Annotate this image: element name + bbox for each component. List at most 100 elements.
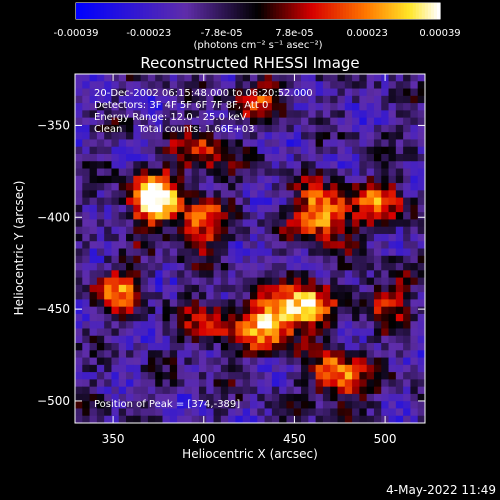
heatmap-cell bbox=[294, 161, 302, 169]
heatmap-cell bbox=[126, 328, 134, 336]
heatmap-cell bbox=[316, 379, 324, 387]
heatmap-cell bbox=[90, 249, 98, 257]
heatmap-cell bbox=[90, 372, 98, 380]
heatmap-cell bbox=[206, 292, 214, 300]
heatmap-cell bbox=[381, 219, 389, 227]
heatmap-cell bbox=[352, 89, 360, 97]
heatmap-cell bbox=[367, 241, 375, 249]
heatmap-cell bbox=[374, 205, 382, 213]
heatmap-cell bbox=[75, 343, 83, 351]
heatmap-cell bbox=[184, 74, 192, 82]
heatmap-cell bbox=[97, 292, 105, 300]
heatmap-cell bbox=[97, 299, 105, 307]
heatmap-cell bbox=[75, 219, 83, 227]
heatmap-cell bbox=[265, 387, 273, 395]
heatmap-cell bbox=[163, 263, 171, 271]
heatmap-cell bbox=[235, 241, 243, 249]
heatmap-cell bbox=[184, 307, 192, 315]
heatmap-cell bbox=[228, 379, 236, 387]
heatmap-cell bbox=[286, 307, 294, 315]
heatmap-cell bbox=[82, 89, 90, 97]
heatmap-cell bbox=[82, 336, 90, 344]
heatmap-cell bbox=[155, 365, 163, 373]
heatmap-cell bbox=[155, 387, 163, 395]
heatmap-cell bbox=[396, 292, 404, 300]
heatmap-cell bbox=[192, 285, 200, 293]
heatmap-cell bbox=[221, 161, 229, 169]
heatmap-cell bbox=[345, 321, 353, 329]
heatmap-cell bbox=[133, 154, 141, 162]
heatmap-cell bbox=[338, 321, 346, 329]
heatmap-cell bbox=[374, 314, 382, 322]
heatmap-cell bbox=[338, 263, 346, 271]
heatmap-cell bbox=[111, 234, 119, 242]
heatmap-cell bbox=[90, 161, 98, 169]
heatmap-cell bbox=[374, 74, 382, 82]
heatmap-cell bbox=[286, 270, 294, 278]
heatmap-cell bbox=[104, 263, 112, 271]
heatmap-cell bbox=[352, 183, 360, 191]
heatmap-cell bbox=[104, 358, 112, 366]
heatmap-cell bbox=[403, 350, 411, 358]
heatmap-cell bbox=[345, 358, 353, 366]
heatmap-cell bbox=[410, 307, 418, 315]
heatmap-cell bbox=[410, 379, 418, 387]
heatmap-cell bbox=[206, 328, 214, 336]
heatmap-cell bbox=[155, 205, 163, 213]
heatmap-cell bbox=[141, 256, 149, 264]
heatmap-cell bbox=[403, 125, 411, 133]
heatmap-cell bbox=[389, 328, 397, 336]
heatmap-cell bbox=[141, 416, 149, 424]
heatmap-cell bbox=[330, 234, 338, 242]
heatmap-cell bbox=[418, 249, 426, 257]
heatmap-cell bbox=[359, 205, 367, 213]
heatmap-cell bbox=[184, 321, 192, 329]
heatmap-cell bbox=[243, 241, 251, 249]
heatmap-cell bbox=[418, 401, 426, 409]
heatmap-cell bbox=[155, 234, 163, 242]
heatmap-cell bbox=[206, 139, 214, 147]
heatmap-cell bbox=[338, 176, 346, 184]
heatmap-cell bbox=[133, 379, 141, 387]
heatmap-cell bbox=[272, 183, 280, 191]
heatmap-cell bbox=[389, 358, 397, 366]
heatmap-cell bbox=[418, 336, 426, 344]
heatmap-cell bbox=[294, 139, 302, 147]
heatmap-cell bbox=[279, 234, 287, 242]
heatmap-cell bbox=[111, 350, 119, 358]
heatmap-cell bbox=[148, 249, 156, 257]
heatmap-cell bbox=[338, 212, 346, 220]
heatmap-cell bbox=[338, 241, 346, 249]
heatmap-cell bbox=[294, 241, 302, 249]
heatmap-cell bbox=[345, 285, 353, 293]
heatmap-cell bbox=[286, 176, 294, 184]
heatmap-cell bbox=[403, 307, 411, 315]
heatmap-cell bbox=[323, 263, 331, 271]
heatmap-cell bbox=[381, 169, 389, 177]
heatmap-cell bbox=[403, 394, 411, 402]
heatmap-cell bbox=[228, 154, 236, 162]
heatmap-cell bbox=[177, 234, 185, 242]
heatmap-cell bbox=[228, 263, 236, 271]
heatmap-cell bbox=[418, 183, 426, 191]
heatmap-cell bbox=[352, 198, 360, 206]
heatmap-cell bbox=[403, 263, 411, 271]
heatmap-cell bbox=[206, 365, 214, 373]
heatmap-cell bbox=[301, 241, 309, 249]
heatmap-cell bbox=[192, 270, 200, 278]
heatmap-cell bbox=[272, 147, 280, 155]
heatmap-cell bbox=[250, 198, 258, 206]
heatmap-cell bbox=[243, 358, 251, 366]
heatmap-cell bbox=[381, 408, 389, 416]
heatmap-cell bbox=[403, 336, 411, 344]
heatmap-cell bbox=[316, 249, 324, 257]
heatmap-cell bbox=[97, 350, 105, 358]
heatmap-cell bbox=[374, 379, 382, 387]
heatmap-cell bbox=[184, 205, 192, 213]
heatmap-cell bbox=[126, 154, 134, 162]
heatmap-cell bbox=[257, 336, 265, 344]
heatmap-cell bbox=[177, 321, 185, 329]
heatmap-cell bbox=[82, 205, 90, 213]
heatmap-cell bbox=[410, 387, 418, 395]
heatmap-cell bbox=[265, 365, 273, 373]
